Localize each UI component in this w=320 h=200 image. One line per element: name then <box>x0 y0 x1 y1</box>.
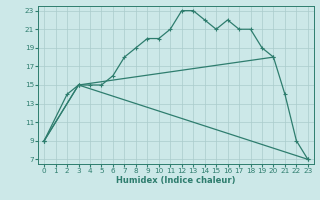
X-axis label: Humidex (Indice chaleur): Humidex (Indice chaleur) <box>116 176 236 185</box>
